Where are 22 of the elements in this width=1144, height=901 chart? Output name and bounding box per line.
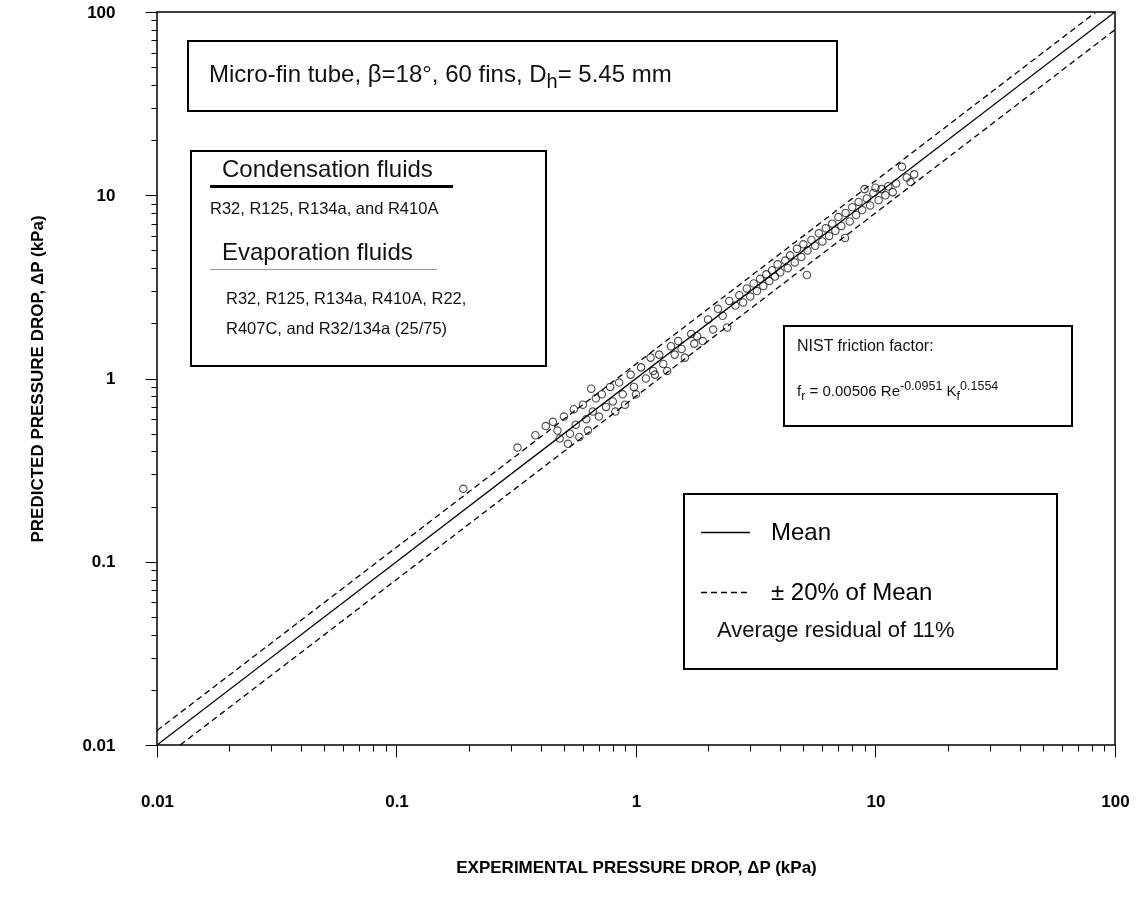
x-tick-label: 0.01 (140, 791, 175, 811)
caption-box: Micro-fin tube, β=18°, 60 fins, D$_{h}$= 5.45 mm (187, 40, 838, 112)
y-tick-label: 1 (106, 369, 116, 388)
legend-label: ± 20% of Mean (771, 577, 933, 605)
y-axis-title: PREDICTED PRESSURE DROP, ΔP (kPa) (28, 215, 48, 543)
annotation: Average residual of 11% (717, 617, 955, 643)
x-tick-label: 100 (1101, 791, 1130, 811)
y-tick-label: 100 (87, 2, 116, 22)
y-tick-label: 10 (96, 185, 116, 205)
annotation: Condensation fluids (210, 155, 453, 188)
annotation: R32, R125, R134a, R410A, R22, R407C, and R32/134a (25/75) (226, 288, 468, 339)
annotation: Evaporation fluids (210, 238, 437, 270)
y-tick-label: 0.01 (82, 735, 116, 755)
x-axis-title: EXPERIMENTAL PRESSURE DROP, ΔP (kPa) (456, 857, 817, 877)
annotation: NIST friction factor: (797, 337, 934, 355)
x-tick-label: 0.1 (385, 791, 409, 811)
annotation: R32, R125, R134a, and R410A (210, 199, 439, 218)
x-tick-label: 10 (866, 791, 886, 811)
y-tick-label: 0.1 (91, 552, 116, 572)
x-tick-label: 1 (631, 791, 642, 811)
annotation: Micro-fin tube, β=18°, 60 fins, D$_{h}$= 5.45 mm (209, 60, 672, 93)
legend-label: Mean (771, 517, 832, 545)
